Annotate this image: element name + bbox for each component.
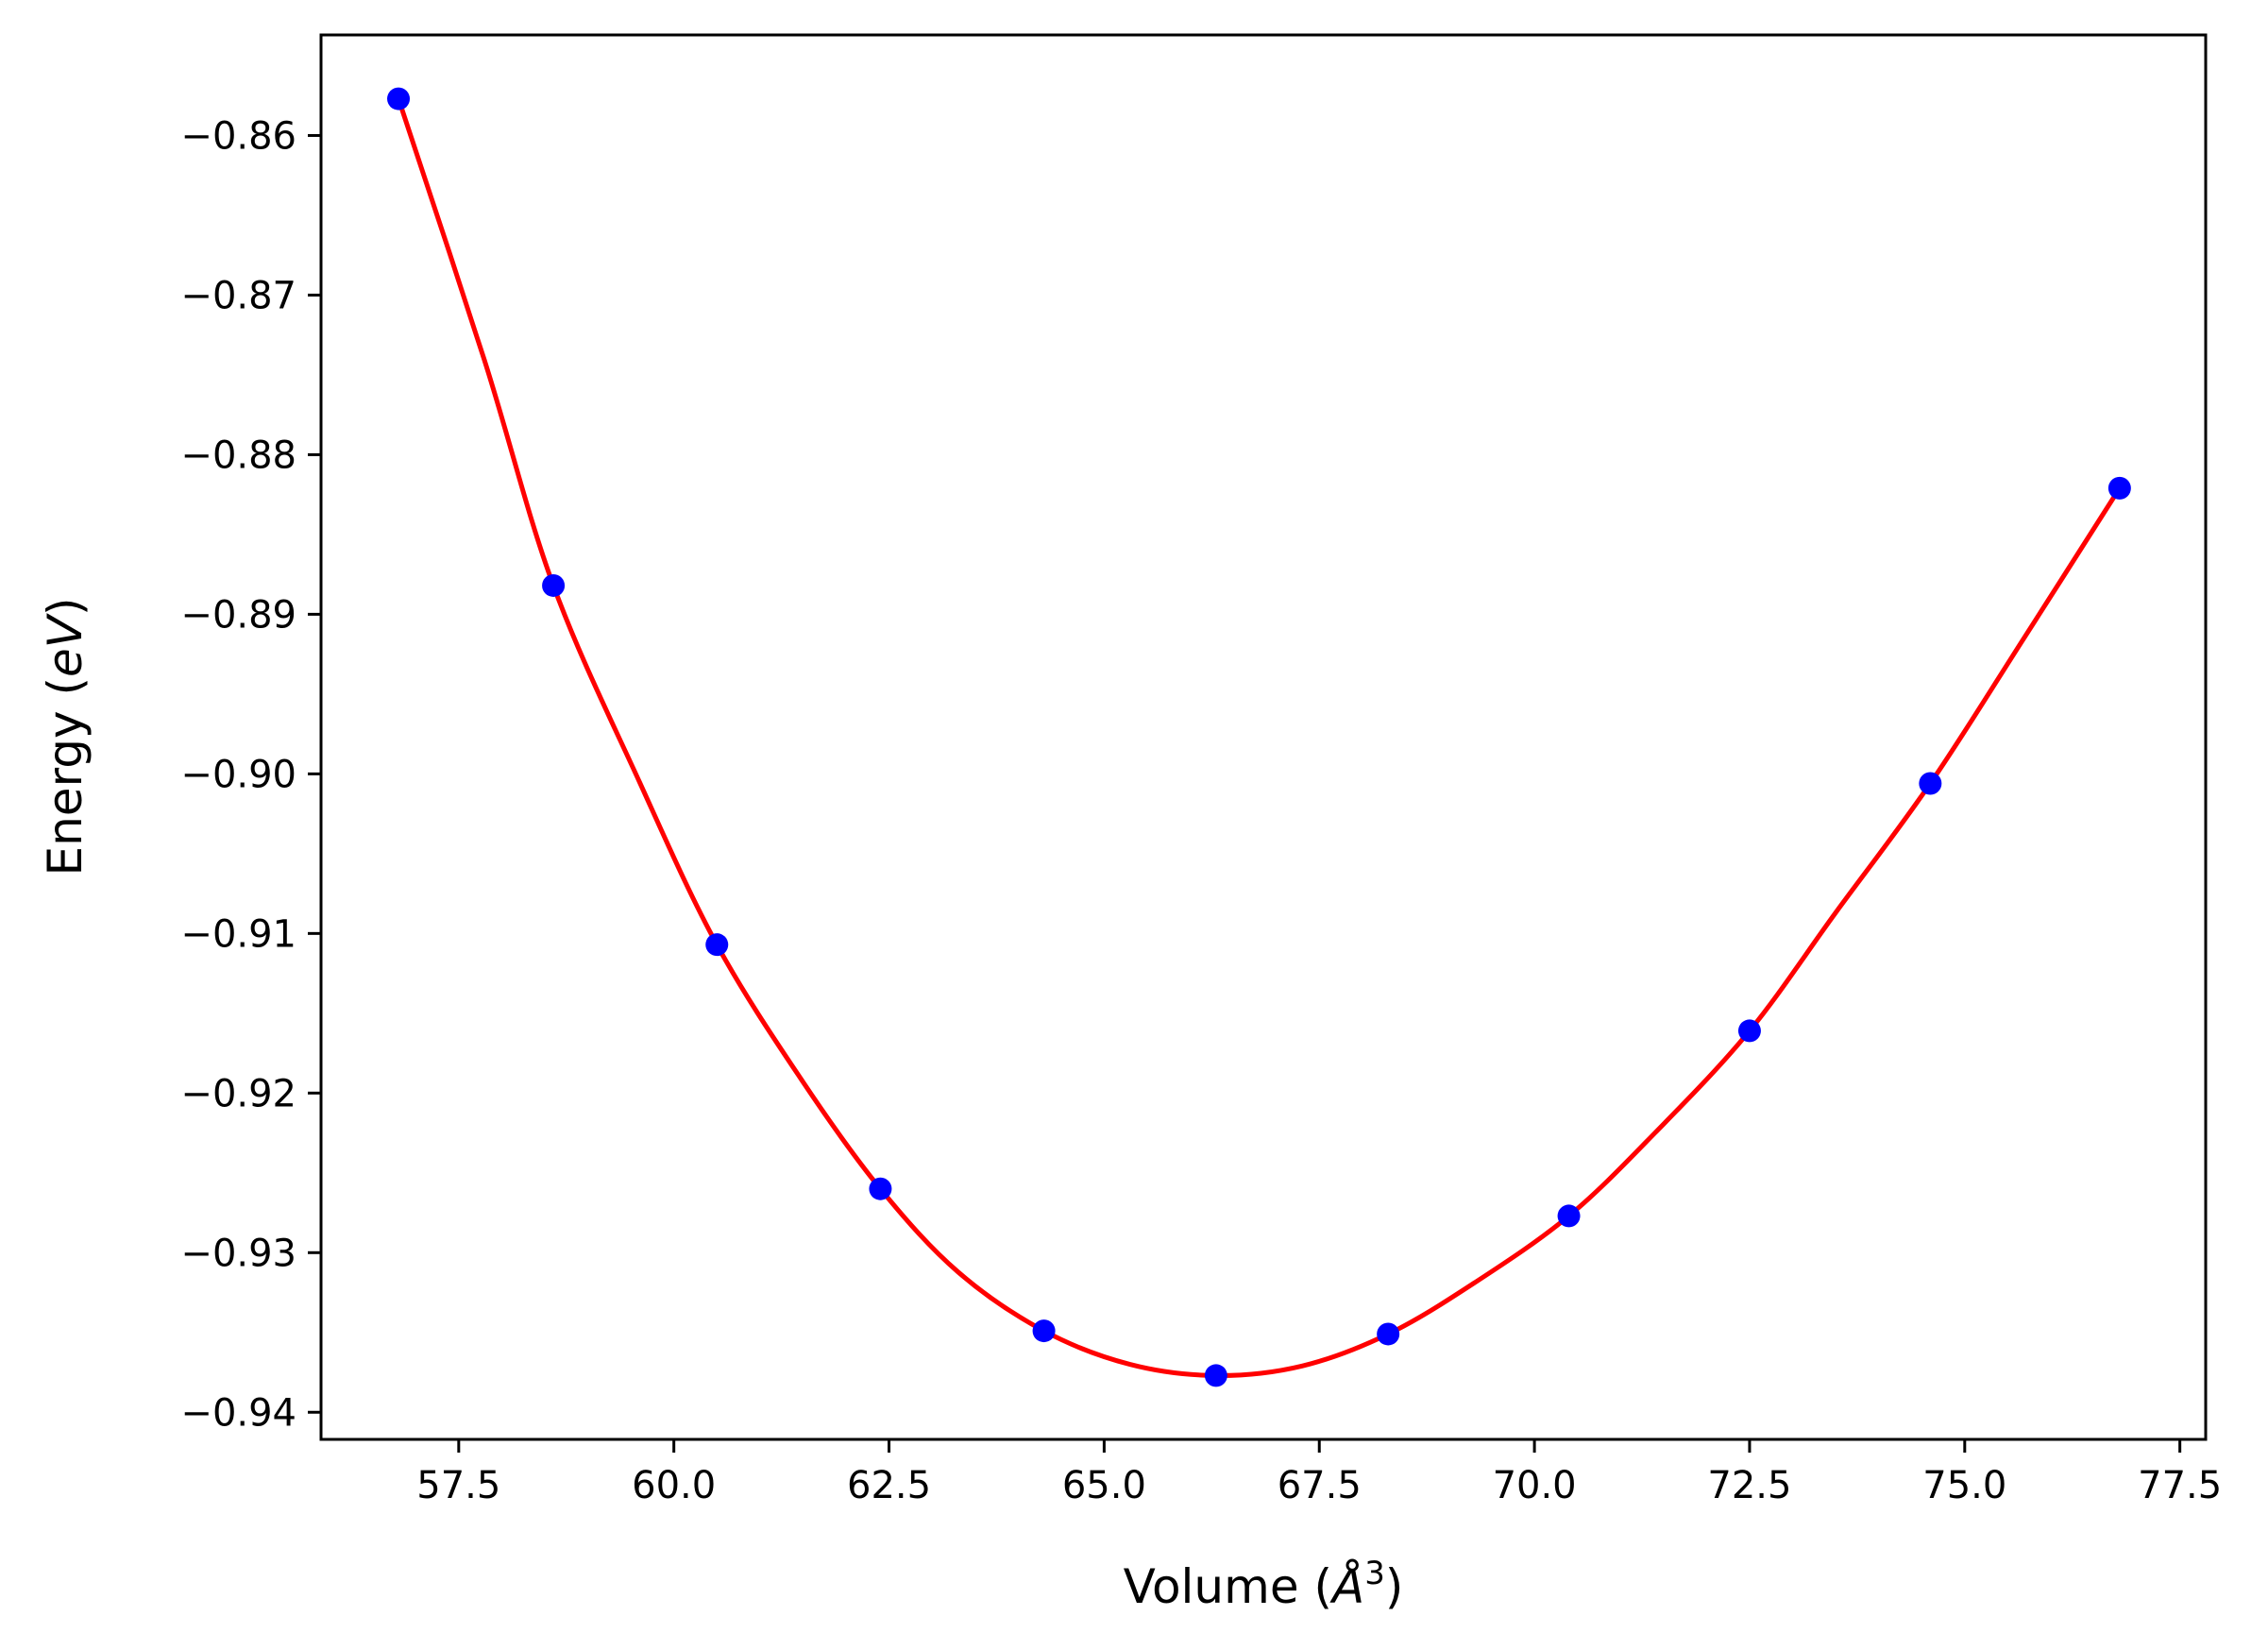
x-tick-label: 60.0: [632, 1464, 716, 1507]
x-axis-label-exponent: 3: [1364, 1555, 1385, 1592]
x-axis-label: Volume (Å3): [1124, 1555, 1404, 1614]
x-tick-label: 77.5: [2138, 1464, 2222, 1507]
y-axis-label-suffix: ): [38, 598, 93, 617]
x-axis-ticks: 57.5 60.0 62.5 65.0 67.5 70.0 72.5 75.0 77.5: [416, 1439, 2222, 1507]
y-tick-label: −0.91: [180, 912, 296, 956]
x-tick-label: 65.0: [1062, 1464, 1146, 1507]
data-point: [542, 573, 566, 597]
data-point: [869, 1177, 892, 1200]
x-tick-label: 75.0: [1922, 1464, 2006, 1507]
x-tick-label: 62.5: [847, 1464, 931, 1507]
data-point: [1919, 772, 1942, 795]
data-point: [1032, 1319, 1056, 1343]
data-point: [1204, 1364, 1227, 1387]
y-tick-label: −0.90: [180, 753, 296, 796]
y-axis-label-unit: eV: [38, 612, 93, 677]
data-point: [1737, 1019, 1761, 1043]
y-tick-label: −0.87: [180, 274, 296, 317]
y-tick-label: −0.92: [180, 1072, 296, 1115]
data-point: [387, 87, 411, 111]
x-tick-label: 67.5: [1278, 1464, 1362, 1507]
data-point: [705, 933, 729, 957]
plot-frame: [319, 33, 2208, 1441]
y-tick-label: −0.88: [180, 434, 296, 477]
x-tick-label: 70.0: [1493, 1464, 1577, 1507]
fit-curve: [396, 96, 2123, 1378]
x-axis-label-unit: Å: [1329, 1559, 1364, 1614]
x-axis-label-suffix: ): [1385, 1559, 1404, 1614]
y-axis-label: Energy (eV): [38, 598, 93, 876]
y-tick-label: −0.94: [180, 1391, 296, 1435]
x-tick-label: 72.5: [1707, 1464, 1791, 1507]
y-axis-label-prefix: Energy (: [38, 677, 93, 876]
y-tick-label: −0.89: [180, 593, 296, 637]
y-tick-label: −0.86: [180, 114, 296, 158]
data-point: [1377, 1322, 1400, 1346]
y-tick-label: −0.93: [180, 1232, 296, 1275]
x-axis-label-prefix: Volume (: [1124, 1559, 1332, 1614]
plot-area: [321, 35, 2206, 1439]
data-point: [2107, 476, 2131, 500]
x-tick-label: 57.5: [416, 1464, 500, 1507]
data-point: [1557, 1204, 1581, 1228]
y-axis-ticks: −0.86 −0.87 −0.88 −0.89 −0.90 −0.91 −0.92 −0.93…: [180, 114, 321, 1435]
series-layer: [387, 87, 2131, 1387]
